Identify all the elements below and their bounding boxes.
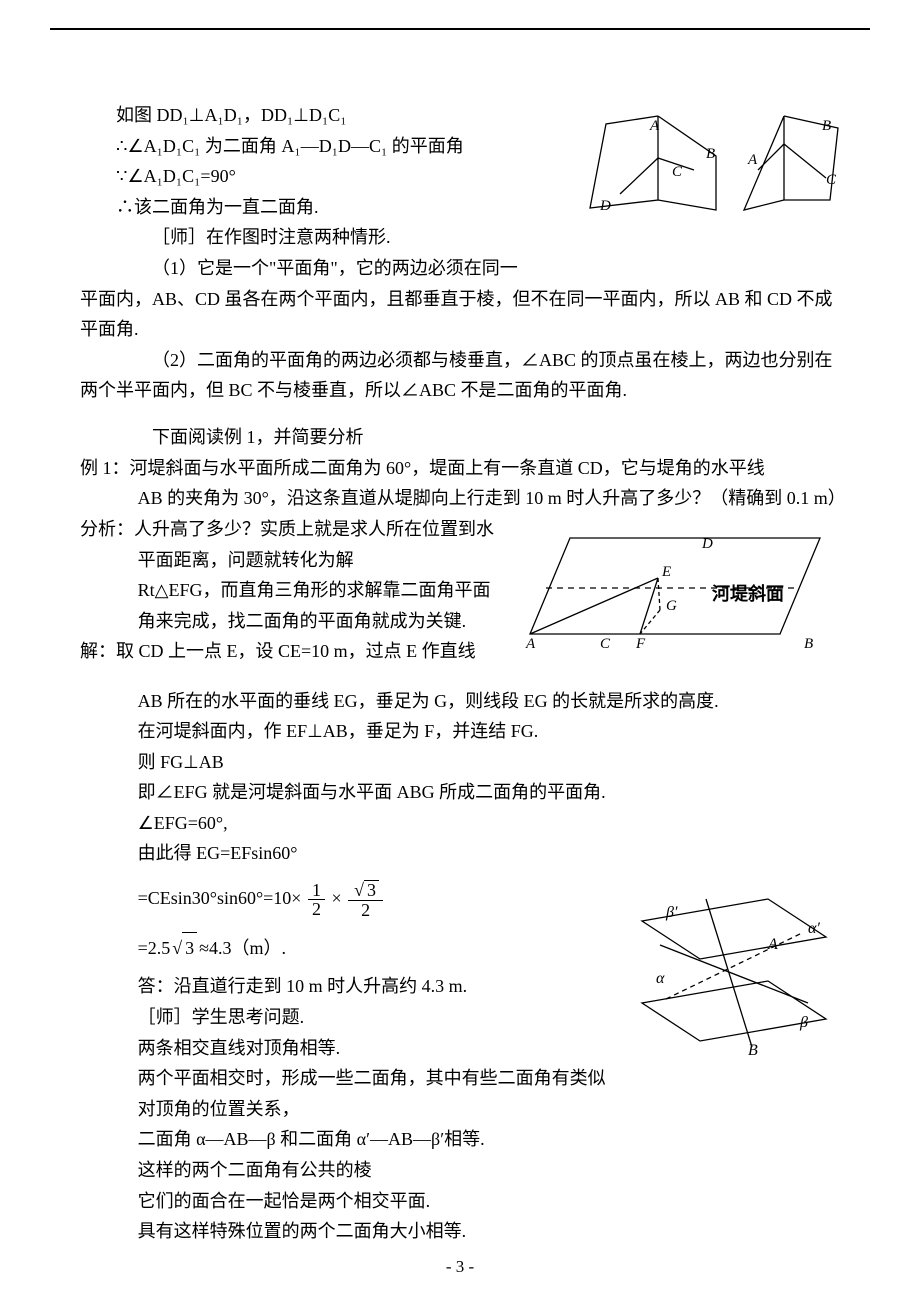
sqrt-icon: 3 — [352, 880, 379, 900]
sqrt-icon: 3 — [170, 932, 197, 964]
label: 分析： — [80, 519, 134, 539]
svg-text:D: D — [701, 536, 713, 552]
svg-text:A: A — [525, 636, 536, 652]
text: ∵∠A₁D₁C₁=90° — [116, 166, 236, 186]
text: 则 FG⊥AB — [138, 752, 224, 772]
body-line: 在河堤斜面内，作 EF⊥AB，垂足为 F，并连结 FG. — [80, 716, 840, 747]
body-line: （1）它是一个"平面角"，它的两边必须在同一 — [80, 253, 840, 284]
svg-text:A: A — [767, 936, 778, 953]
body-line: 平面内，AB、CD 虽各在两个平面内，且都垂直于棱，但不在同一平面内，所以 AB… — [80, 284, 840, 345]
svg-text:D: D — [599, 198, 611, 214]
text: （2）二面角的平面角的两边必须都与棱垂直，∠ABC 的顶点虽在棱上，两边也分别在… — [80, 350, 833, 401]
text: 二面角 α—AB—β 和二面角 α′—AB—β′相等. — [138, 1129, 485, 1149]
text: =2.5 — [138, 938, 171, 958]
text: 在河堤斜面内，作 EF⊥AB，垂足为 F，并连结 FG. — [138, 721, 539, 741]
svg-text:α′: α′ — [808, 920, 820, 937]
text: Rt△EFG，而直角三角形的求解靠二面角平面 — [138, 580, 491, 600]
spacer — [80, 406, 840, 422]
svg-text:G: G — [666, 598, 677, 614]
text: AB 的夹角为 30°，沿这条直道从堤脚向上行走到 10 m 时人升高了多少？（… — [138, 488, 846, 508]
top-rule — [50, 28, 870, 30]
text: ∴∠A₁D₁C₁ 为二面角 A₁—D₁D—C₁ 的平面角 — [116, 136, 464, 156]
svg-text:α: α — [656, 970, 665, 987]
text: 由此得 EG=EFsin60° — [138, 843, 298, 863]
example-1: 例 1：河堤斜面与水平面所成二面角为 60°，堤面上有一条直道 CD，它与堤角的… — [80, 453, 840, 484]
text: ［师］在作图时注意两种情形. — [152, 227, 391, 247]
svg-text:B: B — [748, 1042, 758, 1059]
text: 即∠EFG 就是河堤斜面与水平面 ABG 所成二面角的平面角. — [138, 782, 606, 802]
text: 答：沿直道行走到 10 m 时人升高约 4.3 m. — [138, 976, 468, 996]
text: 人升高了多少？实质上就是求人所在位置到水 — [134, 519, 494, 539]
denominator: 2 — [348, 901, 383, 920]
text: - 3 - — [446, 1257, 474, 1276]
svg-text:F: F — [635, 636, 646, 652]
svg-text:C: C — [826, 172, 837, 188]
body-line: （2）二面角的平面角的两边必须都与棱垂直，∠ABC 的顶点虽在棱上，两边也分别在… — [80, 345, 840, 406]
dihedral-fold-icon: A B C D A B C — [550, 104, 840, 224]
text: ［师］学生思考问题. — [138, 1007, 305, 1027]
text: 如图 DD₁⊥A₁D₁，DD₁⊥D₁C₁ — [116, 105, 347, 125]
text: 下面阅读例 1，并简要分析 — [152, 427, 364, 447]
text: 河堤斜面与水平面所成二面角为 60°，堤面上有一条直道 CD，它与堤角的水平线 — [130, 458, 765, 478]
svg-text:B: B — [706, 146, 715, 162]
body-line: ∠EFG=60°, — [80, 808, 840, 839]
page: A B C D A B C 如图 DD₁⊥A₁D₁，DD₁⊥D₁C₁ ∴∠A₁D… — [0, 0, 920, 1300]
body-line: 下面阅读例 1，并简要分析 — [80, 422, 840, 453]
radicand: 3 — [364, 880, 379, 900]
text: ∠EFG=60°, — [138, 813, 228, 833]
text: 取 CD 上一点 E，设 CE=10 m，过点 E 作直线 — [116, 641, 476, 661]
body-line: 即∠EFG 就是河堤斜面与水平面 ABG 所成二面角的平面角. — [80, 777, 840, 808]
text: ≈4.3（m）. — [199, 938, 286, 958]
text: 平面内，AB、CD 虽各在两个平面内，且都垂直于棱，但不在同一平面内，所以 AB… — [80, 289, 833, 340]
text: （1）它是一个"平面角"，它的两边必须在同一 — [152, 258, 518, 278]
text: 两条相交直线对顶角相等. — [138, 1038, 341, 1058]
body-line: AB 所在的水平面的垂线 EG，垂足为 G，则线段 EG 的长就是所求的高度. — [80, 686, 840, 717]
svg-text:B: B — [822, 118, 831, 134]
svg-text:C: C — [600, 636, 611, 652]
svg-text:B: B — [804, 636, 813, 652]
figure-2: D E G F C A B 河堤斜面 — [510, 518, 840, 678]
body-line: 它们的面合在一起恰是两个相交平面. — [80, 1186, 840, 1217]
body-line: 由此得 EG=EFsin60° — [80, 838, 840, 869]
svg-text:A: A — [649, 118, 660, 134]
svg-text:C: C — [672, 164, 683, 180]
text: 平面距离，问题就转化为解 — [138, 550, 354, 570]
denominator: 2 — [308, 900, 325, 919]
svg-text:β: β — [799, 1014, 808, 1031]
numerator: 3 — [348, 880, 383, 901]
intersecting-planes-icon: β′ α′ α β A B — [620, 875, 840, 1075]
svg-text:E: E — [661, 564, 671, 580]
body-line: 这样的两个二面角有公共的棱 — [80, 1155, 840, 1186]
content: A B C D A B C 如图 DD₁⊥A₁D₁，DD₁⊥D₁C₁ ∴∠A₁D… — [80, 100, 840, 1247]
text: AB 所在的水平面的垂线 EG，垂足为 G，则线段 EG 的长就是所求的高度. — [138, 691, 719, 711]
numerator: 1 — [308, 881, 325, 901]
text: ∴该二面角为一直二面角. — [116, 197, 319, 217]
body-line: AB 的夹角为 30°，沿这条直道从堤脚向上行走到 10 m 时人升高了多少？（… — [80, 483, 840, 514]
fraction: 3 2 — [348, 880, 383, 920]
label: 解： — [80, 641, 116, 661]
page-number: - 3 - — [0, 1253, 920, 1282]
text: 角来完成，找二面角的平面角就成为关键. — [138, 611, 467, 631]
text: 两个平面相交时，形成一些二面角，其中有些二面角有类似对顶角的位置关系， — [138, 1068, 606, 1119]
svg-text:A: A — [747, 152, 758, 168]
text: 具有这样特殊位置的两个二面角大小相等. — [138, 1221, 467, 1241]
body-line: 二面角 α—AB—β 和二面角 α′—AB—β′相等. — [80, 1124, 840, 1155]
label: 例 1： — [80, 458, 130, 478]
fraction: 1 2 — [308, 881, 325, 920]
text: 这样的两个二面角有公共的棱 — [138, 1160, 372, 1180]
svg-text:河堤斜面: 河堤斜面 — [712, 583, 784, 604]
body-line: 具有这样特殊位置的两个二面角大小相等. — [80, 1216, 840, 1247]
text: =CEsin30°sin60°=10× — [138, 888, 302, 908]
body-line: 则 FG⊥AB — [80, 747, 840, 778]
text: 它们的面合在一起恰是两个相交平面. — [138, 1191, 431, 1211]
svg-text:β′: β′ — [665, 904, 678, 921]
radicand: 3 — [182, 932, 197, 964]
figure-1: A B C D A B C — [550, 104, 840, 234]
text: × — [331, 888, 341, 908]
figure-3: β′ α′ α β A B — [620, 875, 840, 1085]
embankment-icon: D E G F C A B 河堤斜面 — [510, 518, 840, 668]
